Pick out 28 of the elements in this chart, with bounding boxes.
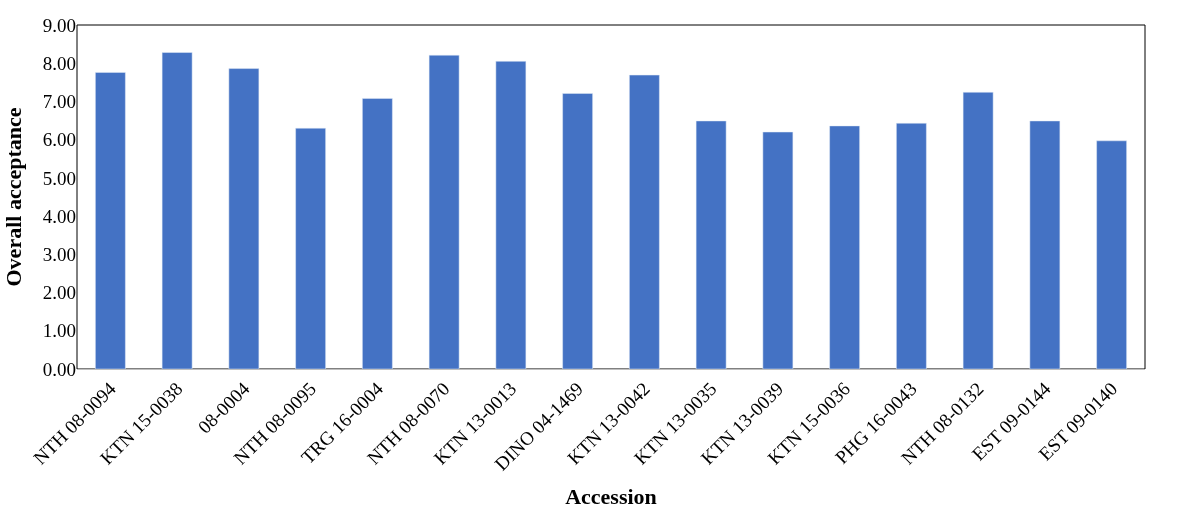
y-tick-label: 4.00: [42, 205, 76, 227]
bar: [428, 54, 460, 369]
y-tick-label: 9.00: [42, 14, 76, 36]
bar: [295, 127, 326, 369]
y-tick-label: 8.00: [42, 52, 76, 74]
bar: [562, 93, 593, 369]
y-tick-label: 6.00: [42, 129, 76, 151]
bar: [695, 120, 727, 369]
bar: [362, 98, 393, 369]
bar: [896, 122, 927, 369]
y-tick-label: 2.00: [42, 282, 76, 304]
bar: [1096, 140, 1127, 369]
bar: [762, 131, 794, 369]
y-tick-label: 0.00: [42, 358, 76, 380]
bar: [228, 68, 260, 369]
bar: [495, 61, 527, 369]
bar: [629, 74, 660, 369]
bar: [161, 52, 193, 369]
y-tick-label: 1.00: [42, 320, 76, 342]
y-tick-label: 7.00: [42, 91, 76, 113]
y-axis-title: Overall acceptance: [0, 107, 26, 287]
bar: [829, 125, 860, 369]
bar: [1029, 120, 1061, 369]
y-tick-label: 5.00: [42, 167, 76, 189]
y-tick-label: 3.00: [42, 243, 76, 265]
bar: [962, 92, 994, 369]
bar: [95, 72, 126, 369]
x-axis-title: Accession: [565, 484, 657, 510]
